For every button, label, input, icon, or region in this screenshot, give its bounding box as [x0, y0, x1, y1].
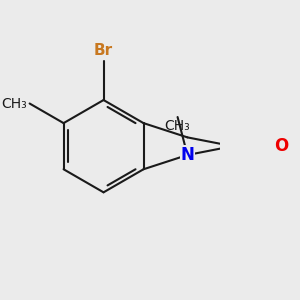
Text: CH₃: CH₃ — [165, 119, 190, 134]
Text: N: N — [181, 146, 194, 164]
Text: O: O — [274, 137, 289, 155]
Text: Br: Br — [94, 44, 113, 59]
Text: CH₃: CH₃ — [2, 97, 27, 110]
